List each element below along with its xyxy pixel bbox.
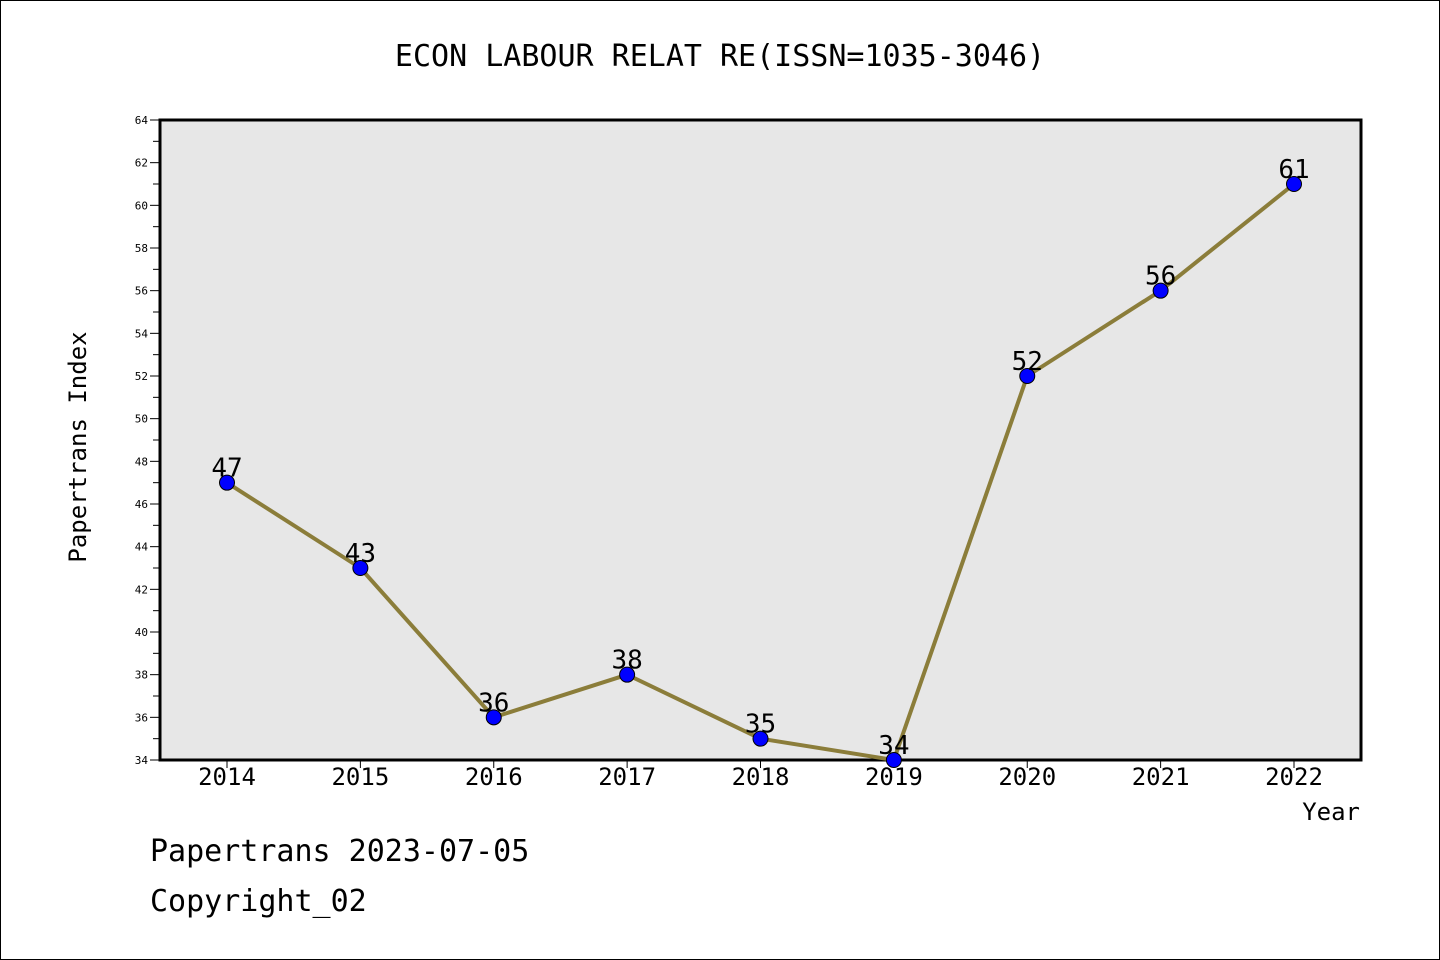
data-label: 43 (345, 539, 376, 569)
data-label: 52 (1012, 347, 1043, 377)
y-axis: 34 36 38 40 42 44 46 48 50 52 54 56 58 60 62 64 (135, 114, 160, 767)
footer-date: Papertrans 2023-07-05 (150, 834, 530, 869)
data-point (885, 752, 902, 768)
x-axis: 2014 2015 2016 2017 2018 2019 2020 2021 2022 (198, 760, 1323, 791)
y-tick-label: 50 (135, 413, 148, 426)
x-tick-label: 2015 (331, 763, 389, 791)
data-point (1152, 282, 1169, 299)
plot-area (158, 118, 1363, 762)
y-tick-label: 58 (135, 242, 148, 255)
y-tick-label: 62 (135, 157, 148, 170)
y-tick-label: 42 (135, 583, 148, 596)
x-tick-label: 2021 (1132, 763, 1190, 791)
data-point (219, 474, 235, 491)
y-tick-label: 60 (135, 199, 148, 212)
x-tick-label: 2018 (732, 763, 790, 791)
series: 47 43 36 38 35 34 52 56 61 (211, 155, 1310, 768)
y-tick-label: 40 (135, 626, 148, 639)
y-tick-label: 46 (135, 498, 148, 511)
x-axis-label: Year (1302, 798, 1360, 826)
data-point (619, 666, 636, 683)
x-tick-label: 2017 (598, 763, 656, 791)
data-label: 56 (1145, 262, 1176, 292)
data-point (485, 709, 502, 726)
x-tick-label: 2014 (198, 763, 256, 791)
data-label: 38 (611, 646, 642, 676)
data-label: 47 (211, 454, 242, 484)
y-tick-label: 52 (135, 370, 148, 383)
x-tick-label: 2020 (998, 763, 1056, 791)
y-tick-label: 64 (135, 114, 149, 127)
data-point (1286, 176, 1302, 192)
chart-title: ECON LABOUR RELAT RE(ISSN=1035-3046) (395, 39, 1045, 74)
y-tick-label: 44 (135, 541, 149, 554)
data-label: 34 (878, 731, 909, 761)
data-label: 35 (745, 710, 776, 740)
data-point (1019, 368, 1036, 384)
x-tick-label: 2022 (1265, 763, 1323, 791)
data-label: 36 (478, 688, 509, 718)
y-axis-label: Papertrans Index (64, 331, 92, 562)
footer-copyright: Copyright_02 (150, 884, 367, 919)
data-label: 61 (1278, 155, 1309, 185)
data-point (752, 730, 769, 747)
x-tick-label: 2016 (465, 763, 523, 791)
y-tick-label: 48 (135, 455, 148, 468)
y-tick-label: 54 (135, 327, 149, 340)
y-tick-label: 36 (135, 711, 148, 724)
data-point (352, 560, 369, 576)
y-tick-label: 38 (135, 669, 148, 682)
y-tick-label: 34 (135, 754, 149, 767)
y-tick-label: 56 (135, 285, 148, 298)
